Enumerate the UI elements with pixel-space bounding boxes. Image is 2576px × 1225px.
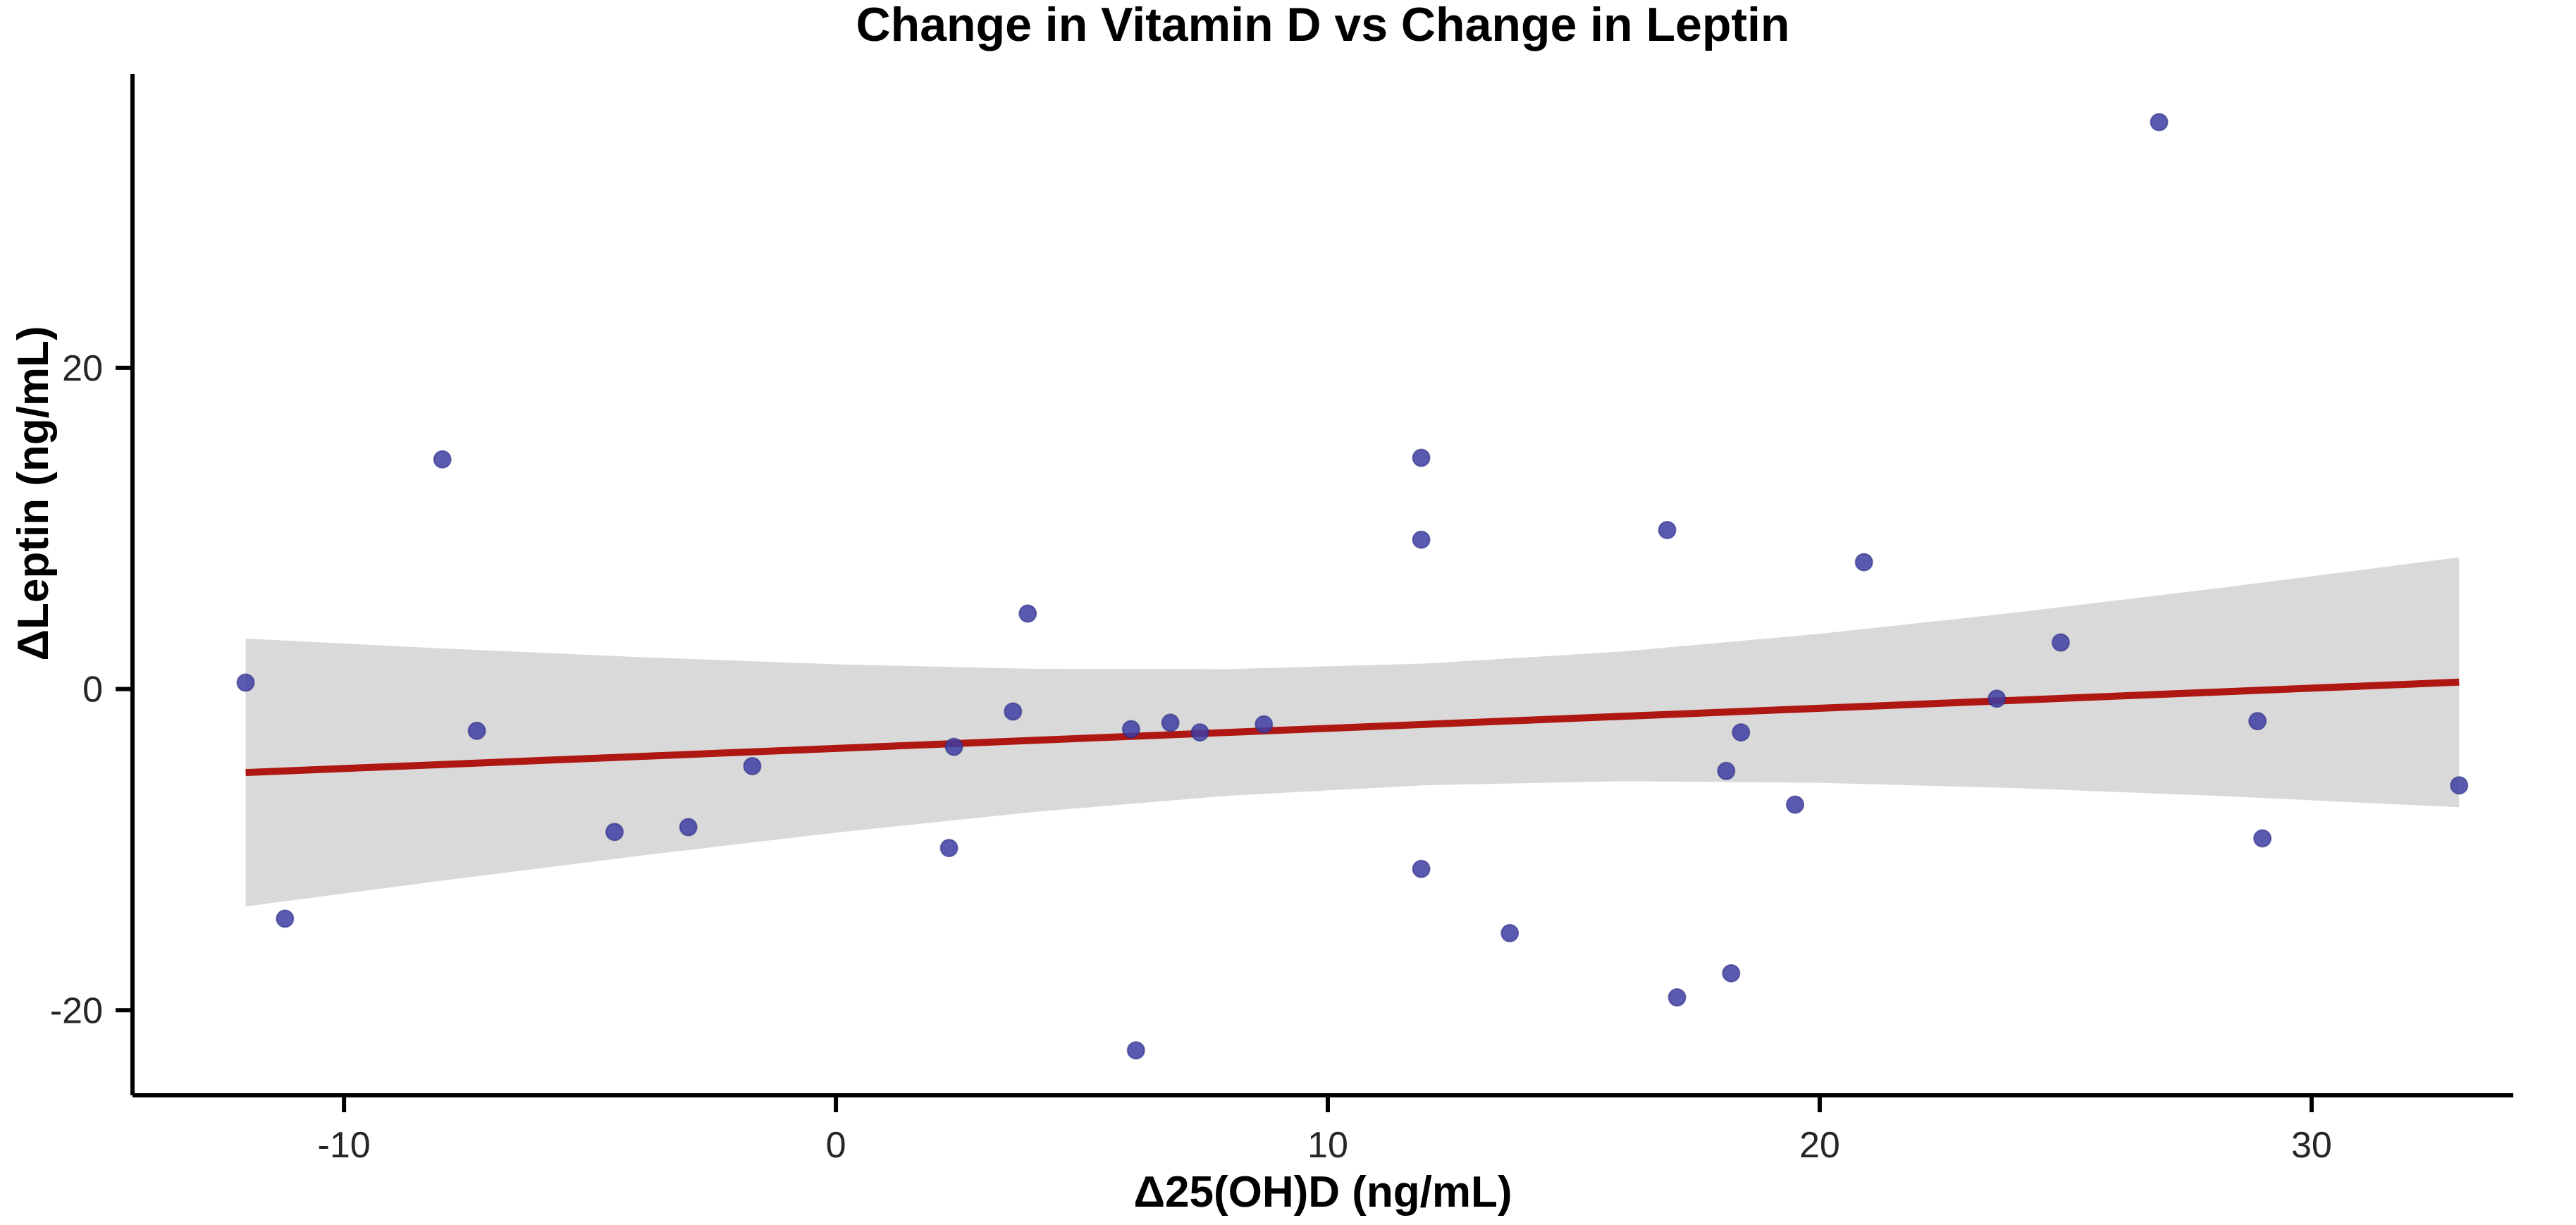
data-point (467, 721, 486, 740)
data-point (2253, 829, 2272, 848)
data-point (1412, 448, 1431, 467)
data-point (743, 756, 762, 775)
points-group (236, 113, 2469, 1060)
chart-title: Change in Vitamin D vs Change in Leptin (856, 0, 1790, 51)
data-point (1412, 530, 1431, 549)
data-point (1018, 604, 1037, 623)
data-point (2051, 633, 2070, 652)
data-point (679, 818, 698, 837)
data-point (2450, 776, 2469, 795)
data-point (1732, 723, 1751, 742)
y-tick-label: -20 (50, 990, 103, 1031)
y-tick-label: 0 (82, 670, 103, 710)
data-point (1722, 964, 1741, 983)
data-point (276, 909, 295, 928)
data-point (1161, 713, 1180, 732)
x-tick-label: 20 (1799, 1125, 1840, 1166)
data-point (1988, 689, 2007, 708)
data-point (236, 673, 255, 692)
data-point (1668, 988, 1687, 1007)
x-tick-label: 0 (826, 1125, 846, 1166)
confidence-band-group (245, 557, 2460, 907)
data-point (1412, 859, 1431, 878)
data-point (605, 823, 624, 842)
data-point (1190, 723, 1209, 742)
trend-line (245, 678, 2460, 777)
y-tick-label: 20 (62, 348, 103, 389)
data-point (1786, 795, 1805, 814)
data-point (1126, 1041, 1145, 1060)
data-point (939, 839, 959, 858)
data-point (1717, 761, 1736, 780)
data-point (1121, 720, 1140, 739)
x-axis-title: Δ25(OH)D (ng/mL) (1133, 1168, 1512, 1217)
x-tick-label: 10 (1307, 1125, 1348, 1166)
x-tick-label: -10 (318, 1125, 371, 1166)
x-tick-label: 30 (2291, 1125, 2332, 1166)
data-point (1854, 553, 1873, 572)
trend-line-group (245, 678, 2460, 777)
data-point (2248, 712, 2267, 731)
data-point (1500, 923, 1520, 942)
y-axis-title: ΔLeptin (ng/mL) (9, 326, 58, 660)
axes-group: -10 0 10 20 30 -20 0 20 (50, 74, 2513, 1166)
data-point (2150, 113, 2169, 132)
confidence-band (245, 557, 2460, 907)
data-point (944, 737, 963, 756)
data-point (1004, 702, 1023, 721)
data-point (433, 450, 452, 469)
data-point (1255, 715, 1274, 734)
data-point (1658, 521, 1677, 540)
